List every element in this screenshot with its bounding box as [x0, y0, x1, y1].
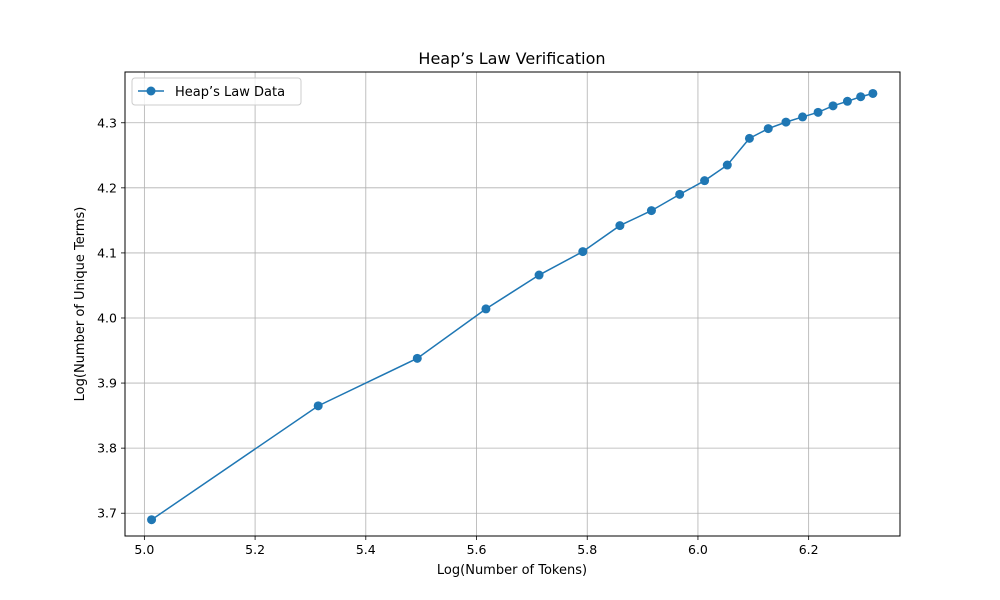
data-point [842, 96, 852, 106]
y-tick-label: 3.8 [97, 441, 117, 456]
legend-label: Heap’s Law Data [175, 85, 285, 100]
legend-box [131, 77, 302, 106]
series-group [147, 88, 878, 525]
x-tick-label: 5.0 [134, 542, 154, 557]
data-point [578, 247, 588, 257]
x-axis-label: Log(Number of Tokens) [437, 563, 587, 578]
data-point [675, 189, 685, 199]
data-point [700, 176, 710, 186]
y-tick-label: 3.9 [97, 376, 117, 391]
data-point [147, 515, 157, 525]
plot-frame [124, 71, 901, 537]
y-axis-label: Log(Number of Unique Terms) [73, 207, 88, 402]
data-point [798, 112, 808, 122]
x-tick-label: 5.8 [577, 542, 597, 557]
data-point [615, 221, 625, 231]
x-tick-label: 5.2 [245, 542, 265, 557]
data-point [868, 88, 878, 98]
data-point [722, 160, 732, 170]
data-point [744, 133, 754, 143]
x-axis: 5.0 5.2 5.4 5.6 5.8 6.0 6.2 [134, 536, 819, 557]
data-point [481, 304, 491, 314]
data-point [813, 107, 823, 117]
x-tick-label: 5.4 [356, 542, 376, 557]
y-tick-label: 4.3 [97, 115, 117, 130]
data-point [856, 92, 866, 102]
data-point [828, 101, 838, 111]
y-axis: 3.7 3.8 3.9 4.0 4.1 4.2 4.3 [97, 115, 125, 521]
data-point [534, 270, 544, 280]
data-point [763, 124, 773, 134]
data-point [781, 117, 791, 127]
y-tick-label: 4.2 [97, 180, 117, 195]
y-tick-label: 4.0 [97, 310, 117, 325]
chart-title: Heap’s Law Verification [418, 49, 605, 68]
x-tick-label: 6.2 [799, 542, 819, 557]
data-point [646, 206, 656, 216]
y-tick-label: 4.1 [97, 245, 117, 260]
legend-marker-swatch [146, 86, 156, 96]
data-point [412, 353, 422, 363]
legend: Heap’s Law Data [131, 77, 302, 106]
x-tick-label: 6.0 [688, 542, 708, 557]
x-tick-label: 5.6 [467, 542, 487, 557]
data-point [313, 401, 323, 411]
grid-lines [125, 72, 900, 536]
y-tick-label: 3.7 [97, 506, 117, 521]
